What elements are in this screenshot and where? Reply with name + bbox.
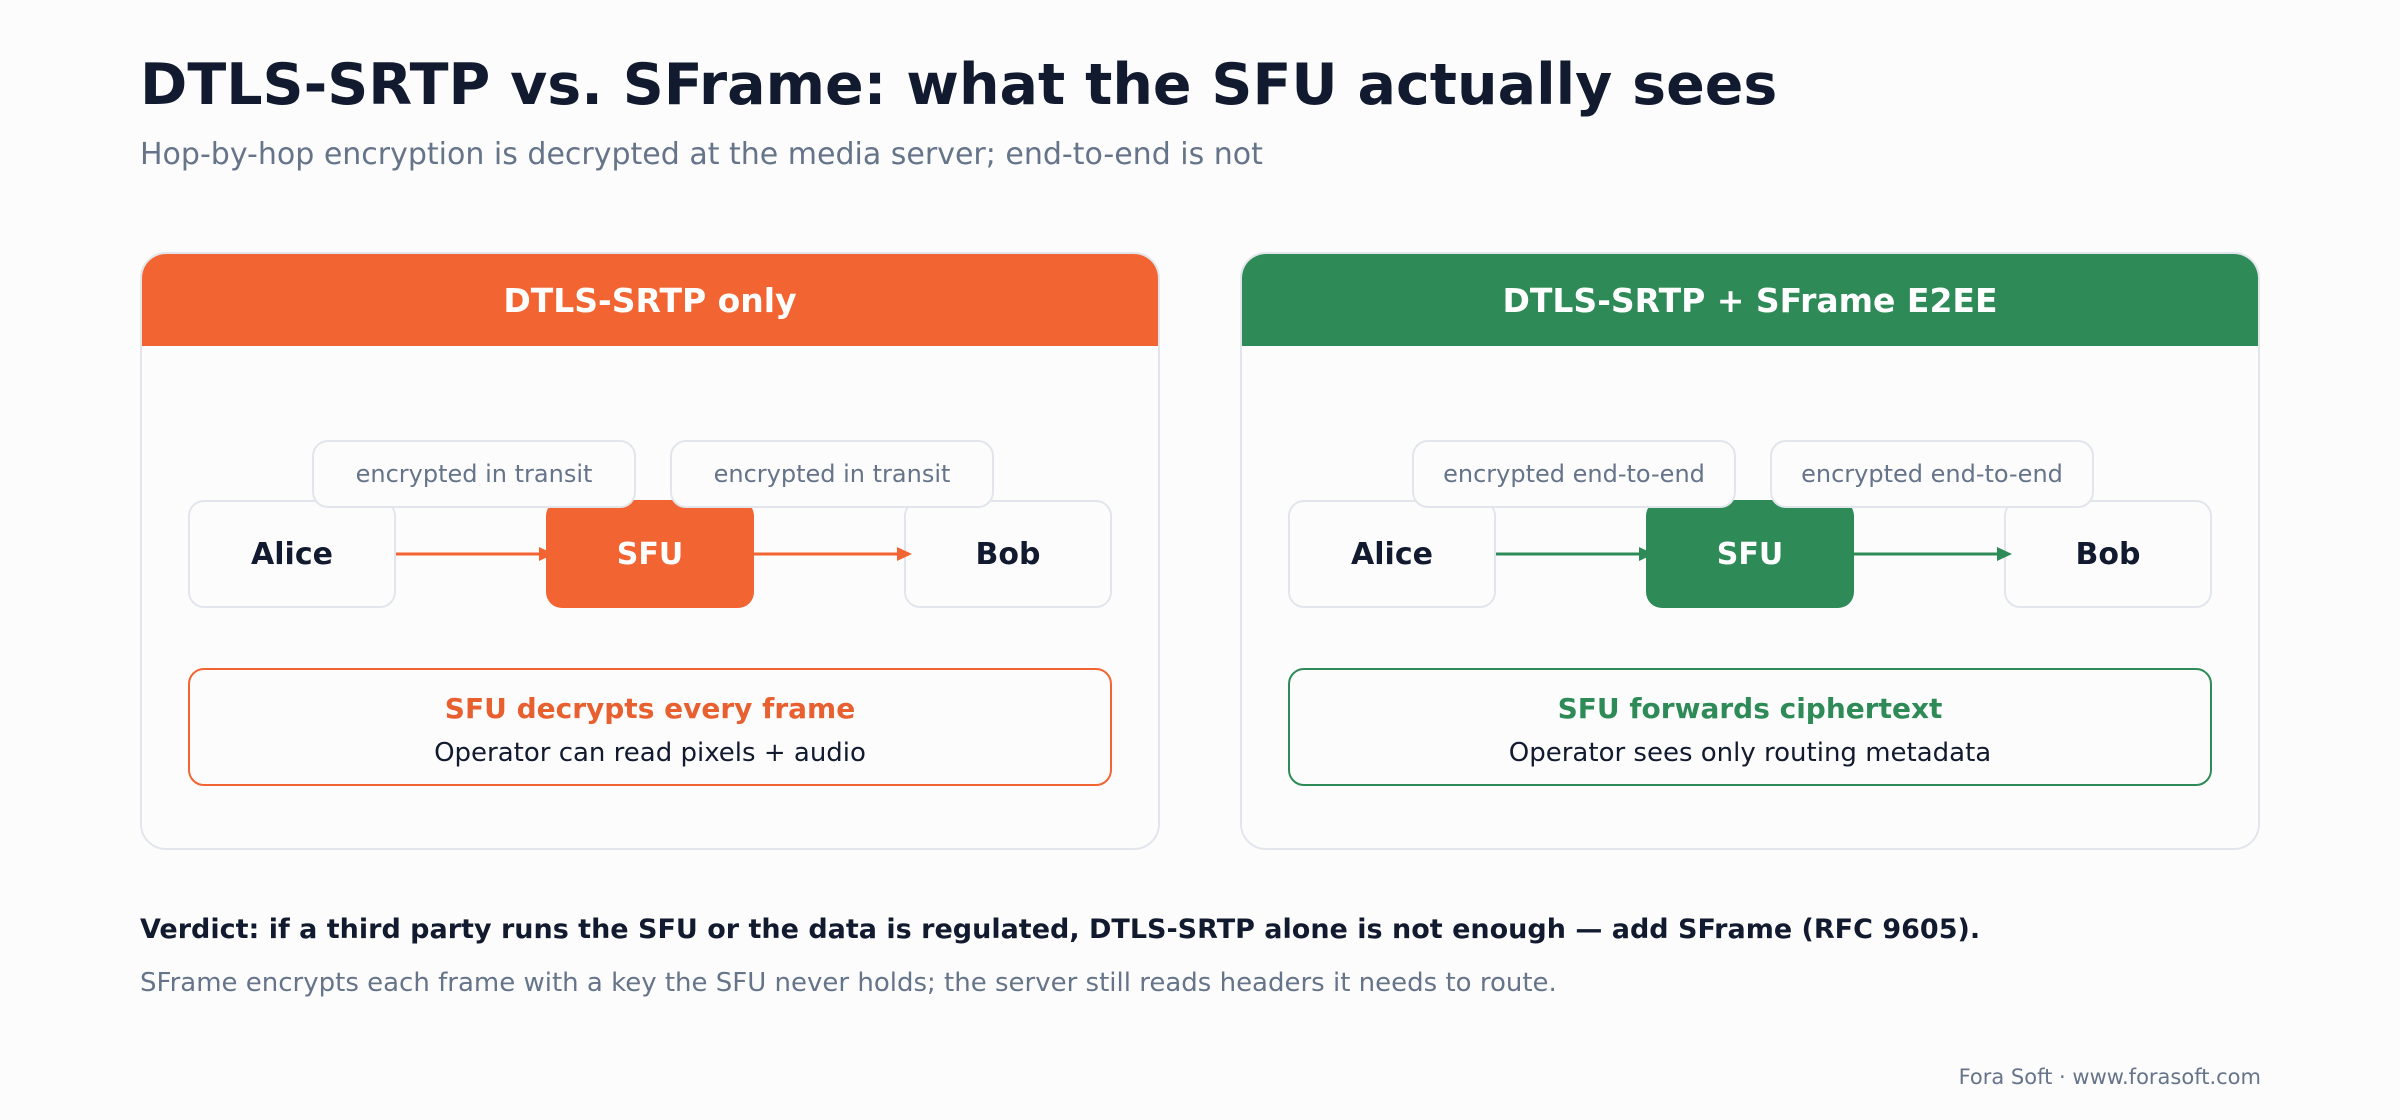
panel-header: DTLS-SRTP + SFrame E2EE	[1242, 254, 2258, 346]
sfu-node: SFU	[546, 500, 754, 608]
page-title: DTLS-SRTP vs. SFrame: what the SFU actua…	[140, 52, 1778, 118]
alice-to-sfu-arrow	[1496, 547, 1654, 561]
bob-node: Bob	[2004, 500, 2212, 608]
link-label-alice-sfu: encrypted in transit	[312, 440, 636, 508]
panel-header: DTLS-SRTP only	[142, 254, 1158, 346]
verdict-text: Verdict: if a third party runs the SFU o…	[140, 914, 1981, 945]
sframe-e2ee-panel: DTLS-SRTP + SFrame E2EE Alice SFU Bob en…	[1240, 252, 2260, 850]
result-detail: Operator can read pixels + audio	[434, 738, 866, 768]
result-box: SFU decrypts every frame Operator can re…	[188, 668, 1112, 786]
explanatory-note: SFrame encrypts each frame with a key th…	[140, 968, 1557, 998]
result-title: SFU decrypts every frame	[444, 692, 856, 725]
alice-node: Alice	[188, 500, 396, 608]
link-label-sfu-bob: encrypted end-to-end	[1770, 440, 2094, 508]
page-subtitle: Hop-by-hop encryption is decrypted at th…	[140, 137, 1263, 172]
footer-credit: Fora Soft · www.forasoft.com	[1958, 1065, 2261, 1089]
dtls-srtp-only-panel: DTLS-SRTP only Alice SFU Bob encrypted i…	[140, 252, 1160, 850]
result-title: SFU forwards ciphertext	[1557, 692, 1943, 725]
alice-node: Alice	[1288, 500, 1496, 608]
bob-node: Bob	[904, 500, 1112, 608]
result-detail: Operator sees only routing metadata	[1508, 738, 1992, 768]
alice-to-sfu-arrow	[396, 547, 554, 561]
link-label-sfu-bob: encrypted in transit	[670, 440, 994, 508]
result-box: SFU forwards ciphertext Operator sees on…	[1288, 668, 2212, 786]
sfu-node: SFU	[1646, 500, 1854, 608]
sfu-to-bob-arrow	[754, 547, 912, 561]
sfu-to-bob-arrow	[1854, 547, 2012, 561]
link-label-alice-sfu: encrypted end-to-end	[1412, 440, 1736, 508]
